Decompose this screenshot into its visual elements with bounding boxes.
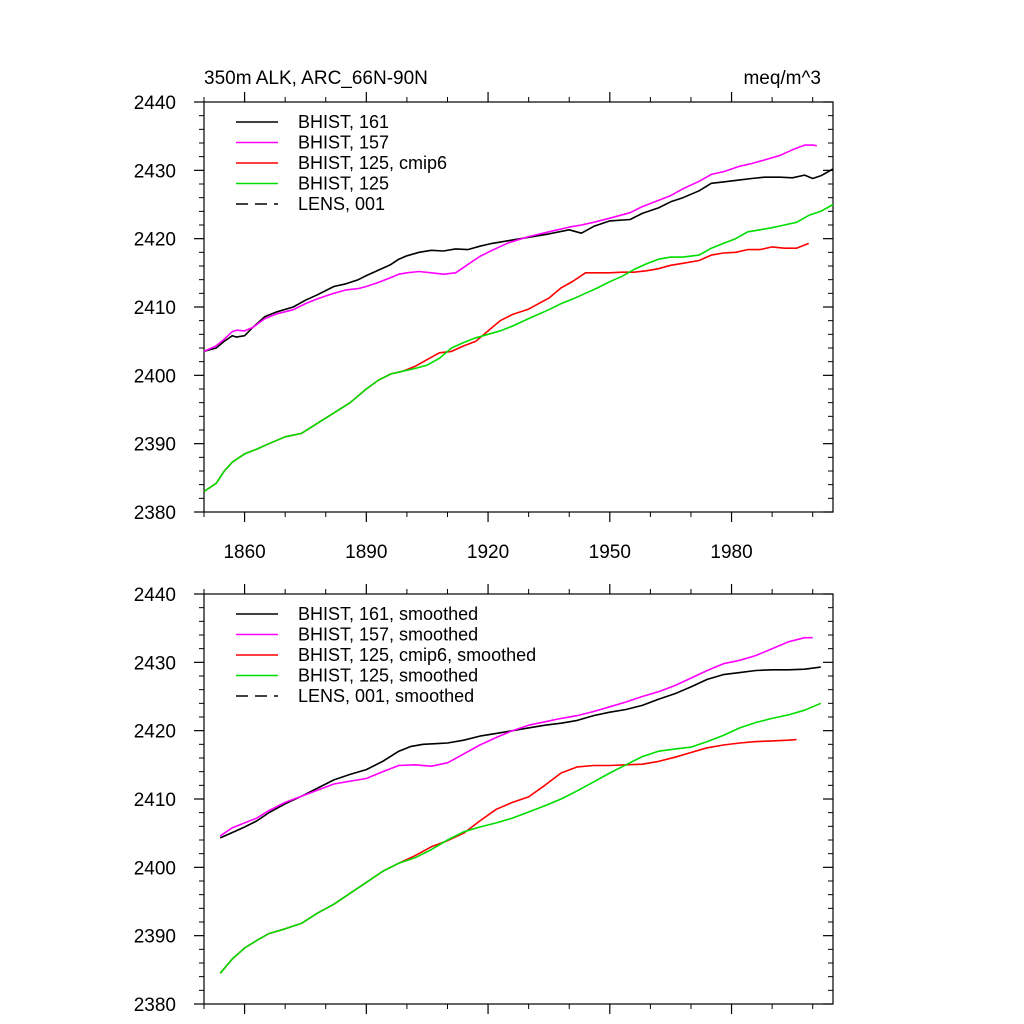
chart-top: 350m ALK, ARC_66N-90N meq/m^3 1860 1890 19…	[134, 68, 834, 563]
y-tick-label: 2380	[134, 995, 176, 1016]
series-line-3	[219, 738, 797, 974]
y-tick-label: 2420	[134, 230, 176, 251]
series-line-3	[203, 242, 809, 493]
series-line-4	[219, 702, 822, 974]
y-tick-label: 2410	[134, 298, 176, 319]
y-tick-label: 2380	[134, 503, 176, 524]
legend-label: BHIST, 161, smoothed	[298, 604, 478, 624]
legend-label: BHIST, 161	[298, 112, 389, 132]
x-tick-label: 1920	[467, 542, 509, 563]
legend-label: BHIST, 125, cmip6	[298, 153, 447, 173]
legend-label: BHIST, 125	[298, 174, 389, 194]
y-tick-label: 2430	[134, 653, 176, 674]
y-tick-label: 2390	[134, 927, 176, 948]
x-tick-label: 1980	[710, 542, 752, 563]
y-tick-label: 2390	[134, 435, 176, 456]
series-line-2	[219, 636, 813, 837]
x-tick-label: 1950	[589, 542, 631, 563]
chart-top-title: 350m ALK, ARC_66N-90N	[204, 68, 428, 89]
y-tick-label: 2420	[134, 722, 176, 743]
y-tick-label: 2400	[134, 366, 176, 387]
legend-label: LENS, 001	[298, 194, 385, 214]
x-tick-label: 1860	[223, 542, 265, 563]
legend-label: BHIST, 157	[298, 133, 389, 153]
series-line-2	[203, 144, 817, 353]
legend-label: LENS, 001, smoothed	[298, 686, 474, 706]
legend-label: BHIST, 125, smoothed	[298, 666, 478, 686]
legend-label: BHIST, 125, cmip6, smoothed	[298, 645, 536, 665]
y-tick-label: 2440	[134, 585, 176, 606]
series-line-4	[203, 203, 834, 493]
series-line-1	[203, 168, 834, 353]
y-tick-label: 2440	[134, 93, 176, 114]
y-tick-label: 2430	[134, 161, 176, 182]
chart-bottom: 2380 2390 2400 2410 2420 2430 2440 BHIST, 161, …	[134, 584, 834, 1016]
x-tick-label: 1890	[345, 542, 387, 563]
series-line-1	[219, 666, 821, 839]
y-tick-label: 2410	[134, 790, 176, 811]
chart-top-units: meq/m^3	[743, 68, 821, 89]
y-tick-label: 2400	[134, 858, 176, 879]
legend-label: BHIST, 157, smoothed	[298, 625, 478, 645]
